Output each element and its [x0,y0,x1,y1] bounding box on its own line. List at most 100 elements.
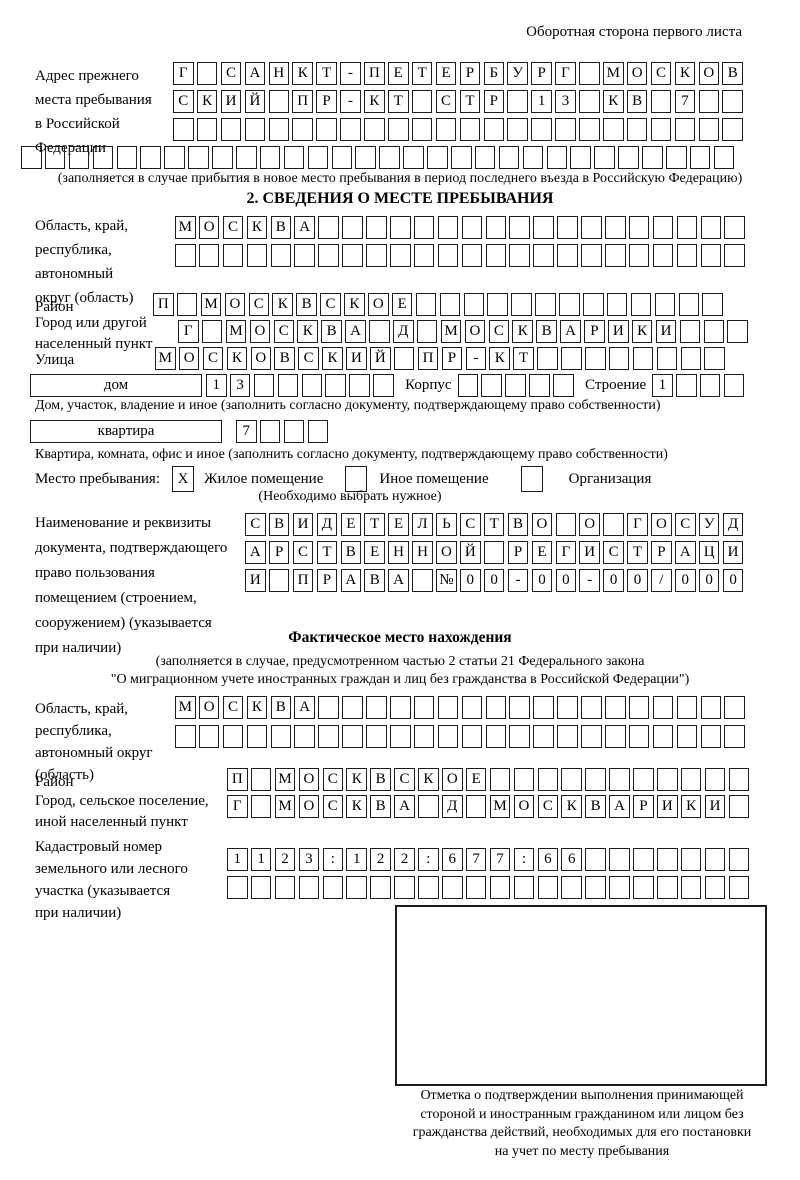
char-cell: Р [531,62,552,85]
char-cell [666,146,687,169]
char-cell [318,725,339,748]
char-cell: Ь [436,513,457,536]
char-cell [581,696,602,719]
char-cell [318,696,339,719]
actual-location-note-2: "О миграционном учете иностранных гражда… [110,672,690,687]
char-cell [680,768,702,791]
char-cell: У [698,513,720,536]
char-cell: А [245,541,266,564]
char-cell [457,374,479,397]
char-cell: М [274,768,296,791]
char-cell: В [340,541,362,564]
char-cell: С [220,62,242,85]
char-cell [585,876,606,899]
char-cell: Р [316,569,338,592]
char-cell: О [651,513,672,536]
char-cell: М [225,320,247,343]
char-cell [416,320,438,343]
stay-type-note: (Необходимо выбрать нужное) [258,489,442,504]
char-cell [437,725,459,748]
char-cell: Л [412,513,433,536]
char-cell [212,146,233,169]
char-cell: С [603,541,624,564]
char-cell [222,725,244,748]
char-cell [411,90,433,113]
char-cell: М [440,320,462,343]
char-cell: К [680,795,702,818]
char-cell [511,293,532,316]
char-cell [294,725,315,748]
char-cell [557,216,578,239]
char-cell: 0 [698,569,720,592]
char-cell: Т [627,541,648,564]
char-cell: В [626,90,648,113]
char-cell [498,146,520,169]
cadastral-cells-row-2 [227,876,753,899]
stroenie-label: Строение [585,376,647,393]
char-cell [390,725,411,748]
char-cell [413,696,435,719]
char-cell [283,146,305,169]
region-cells-row-2 [175,244,748,267]
house-caption: Дом, участок, владение и иное (заполнить… [35,398,661,413]
char-cell [656,347,678,370]
char-cell [724,244,745,267]
char-cell: 0 [531,569,553,592]
char-cell [283,420,305,443]
char-cell [388,118,409,141]
char-cell [411,118,433,141]
char-cell: И [220,90,242,113]
char-cell [465,795,487,818]
char-cell: К [631,320,653,343]
char-cell [340,118,361,141]
actual-location-title: Фактическое место нахождения [288,629,512,646]
char-cell [633,768,654,791]
char-cell: Г [555,541,577,564]
char-cell: К [292,62,313,85]
apartment-box: квартира [30,420,222,443]
char-cell [618,146,639,169]
stay-type-option-other: Иное помещение [379,470,489,487]
char-cell: С [202,347,224,370]
char-cell: Е [340,513,362,536]
char-cell [331,146,353,169]
char-cell [657,848,678,871]
char-cell [700,696,722,719]
char-cell [608,347,630,370]
char-cell: П [292,569,314,592]
char-cell: Е [391,293,413,316]
char-cell [44,146,66,169]
char-cell [196,118,218,141]
char-cell: П [364,62,385,85]
char-cell [294,244,315,267]
char-cell: К [272,293,293,316]
char-cell [722,118,743,141]
char-cell: К [196,90,218,113]
char-cell [268,118,290,141]
char-cell [393,347,415,370]
char-cell [704,768,726,791]
char-cell [437,244,459,267]
char-cell [680,347,702,370]
char-cell [439,293,461,316]
char-cell: О [198,216,220,239]
char-cell: В [536,320,557,343]
char-cell [605,244,626,267]
char-cell: А [345,320,366,343]
char-cell [680,876,702,899]
char-cell: Е [531,541,553,564]
stay-type-checkbox-organization [520,466,543,492]
char-cell [652,696,674,719]
char-cell [703,320,725,343]
char-cell: К [226,347,248,370]
char-cell: А [675,541,696,564]
char-cell: С [273,320,295,343]
actual-district-label: Район [35,774,74,790]
char-cell [698,90,720,113]
char-cell: К [364,90,385,113]
char-cell [21,146,42,169]
